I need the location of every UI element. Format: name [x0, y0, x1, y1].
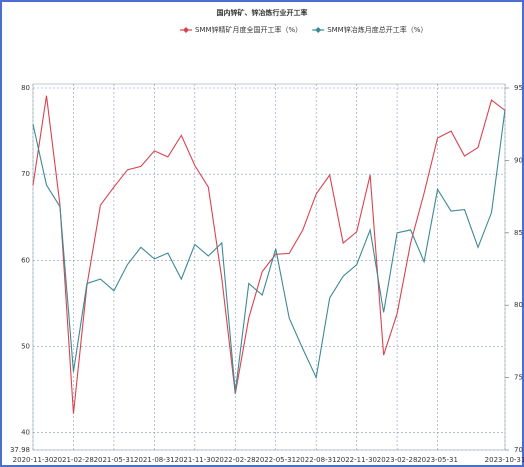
- x-tick-label: 2021-08-31: [134, 456, 175, 464]
- x-tick-label: 2022-05-31: [255, 456, 296, 464]
- y-tick-label: 60: [21, 256, 30, 264]
- legend-label: SMM锌冶炼月度总开工率（%）: [327, 25, 427, 34]
- x-tick-label: 2022-02-28: [215, 456, 256, 464]
- x-tick-label: 2021-02-28: [53, 456, 94, 464]
- legend-marker: [183, 27, 189, 33]
- x-tick-label: 2021-11-30: [174, 456, 215, 464]
- y-tick-label: 37.98: [10, 446, 30, 454]
- series-line: [32, 95, 506, 414]
- y2-tick-label: 95: [514, 84, 523, 92]
- y2-tick-label: 90: [514, 156, 523, 164]
- y-tick-label: 40: [21, 429, 30, 437]
- x-tick-label: 2023-10-31: [485, 456, 524, 464]
- y-tick-label: 80: [21, 84, 30, 92]
- y-tick-label: 70: [21, 170, 30, 178]
- series-line: [32, 109, 506, 393]
- y2-tick-label: 80: [514, 301, 523, 309]
- x-tick-label: 2022-08-31: [296, 456, 337, 464]
- chart-title: 国内锌矿、锌冶炼行业开工率: [217, 8, 308, 17]
- x-tick-label: 2021-05-31: [94, 456, 135, 464]
- y2-tick-label: 70: [514, 446, 523, 454]
- plot-area: [32, 83, 506, 451]
- legend-label: SMM锌精矿月度全国开工率（%）: [195, 25, 302, 34]
- x-tick-label: 2022-11-30: [336, 456, 377, 464]
- y-tick-label: 50: [21, 342, 30, 350]
- y2-tick-label: 75: [514, 374, 523, 382]
- x-tick-label: 2023-05-31: [417, 456, 458, 464]
- y2-tick-label: 85: [514, 229, 523, 237]
- x-tick-label: 2020-11-30: [13, 456, 54, 464]
- x-tick-label: 2023-02-28: [377, 456, 418, 464]
- legend-marker: [315, 27, 322, 33]
